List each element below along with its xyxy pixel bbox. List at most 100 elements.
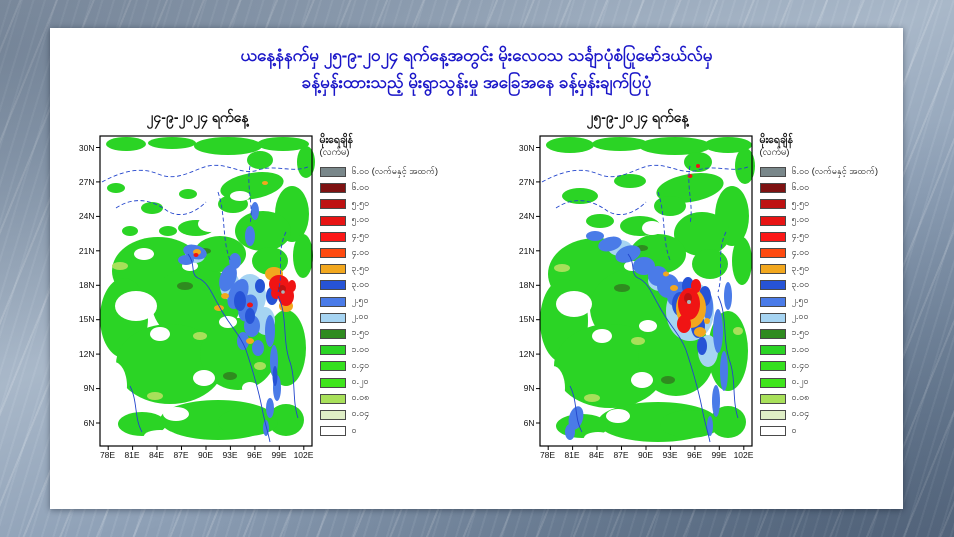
legend-color-swatch: [759, 361, 786, 372]
map-column: ၂၄-၉-၂၀၂၄ ရက်နေ့: [66, 108, 315, 460]
legend-unit: (လက်မ): [759, 147, 790, 158]
lat-tick-label: 6N: [83, 417, 95, 428]
legend-color-swatch: [759, 231, 786, 242]
legend-color-swatch: [319, 377, 346, 388]
legend-color-swatch: [319, 248, 346, 259]
page-title: ယနေ့နံနက်မှ ၂၅-၉-၂၀၂၄ ရက်နေ့အတွင်း မိုးလ…: [50, 42, 903, 96]
legend-item: ၀.၂၀: [319, 374, 448, 390]
lon-tick-label: 81E: [124, 450, 140, 460]
legend-item: ၂.၅၀: [319, 294, 448, 310]
lon-tick-label: 84E: [148, 450, 165, 460]
legend-item-label: ၂.၅၀: [791, 295, 809, 306]
lon-tick-label: 93E: [222, 450, 238, 460]
legend-title: မိုးရေချိန်: [319, 134, 353, 146]
legend-color-swatch: [759, 393, 786, 404]
legend-item-label: ၀: [351, 424, 357, 435]
map-column: ၂၅-၉-၂၀၂၄ ရက်နေ့: [506, 108, 755, 460]
legend-item-label: ၀.၀၄: [351, 408, 370, 419]
legend-item-label: ၁.၅၀: [351, 327, 370, 338]
lon-tick-label: 102E: [733, 450, 754, 460]
legend-item: ၄.၅၀: [319, 229, 448, 245]
map-block-25-9-2024: ၂၅-၉-၂၀၂၄ ရက်နေ့: [506, 108, 888, 460]
legend-item-label: ၀.၂၀: [791, 376, 809, 387]
legend-item-label: ၆.၀၀ (လက်မနှင့် အထက်): [791, 165, 878, 176]
legend-item-label: ၀.၀၈: [351, 392, 370, 403]
legend-item: ၂.၀၀: [319, 310, 448, 326]
legend-item: ၅.၅၀: [759, 196, 888, 212]
legend-color-swatch: [759, 264, 786, 275]
legend-item-label: ၆.၀၀: [791, 181, 810, 192]
legend-color-swatch: [759, 426, 786, 437]
legend-color-swatch: [319, 312, 346, 323]
legend-left: မိုးရေချိန် (လက်မ) ၆.၀၀ (လက်မနှင့် အထက်): [319, 108, 448, 439]
lat-axis-right: 30N 27N 24N 21N 18N 15N 12N 9N 6N: [509, 143, 535, 428]
legend-color-swatch: [319, 167, 346, 178]
lat-tick-label: 15N: [518, 314, 535, 325]
legend-color-swatch: [319, 264, 346, 275]
lat-tick-label: 21N: [518, 245, 535, 256]
legend-item-label: ၂.၅၀: [351, 295, 369, 306]
legend-item-label: ၀.၂၀: [351, 376, 369, 387]
legend-item: ၀: [319, 423, 448, 439]
legend-color-swatch: [759, 215, 786, 226]
rainfall-map-left: [95, 135, 315, 450]
lon-axis-left: 78E 81E 84E 87E 90E 93E 96E 99E 102E: [97, 450, 315, 460]
map-left: 30N 27N 24N 21N 18N 15N 12N 9N 6N 78E 81E 84E 87E 90…: [79, 135, 315, 460]
lon-tick-label: 102E: [293, 450, 314, 460]
legend-color-swatch: [319, 280, 346, 291]
legend-color-swatch: [759, 345, 786, 356]
map-title-right: ၂၅-၉-၂၀၂၄ ရက်နေ့: [586, 109, 689, 125]
lat-tick-label: 9N: [83, 383, 95, 394]
page-title-line2: ခန့်မှန်းထားသည့် မိုးရွာသွန်းမှု အခြေအနေ…: [301, 73, 652, 92]
legend-color-swatch: [319, 328, 346, 339]
legend-item: ၀: [759, 423, 888, 439]
legend-color-swatch: [319, 426, 346, 437]
legend-color-swatch: [759, 183, 786, 194]
legend-color-swatch: [759, 377, 786, 388]
legend-item: ၄.၅၀: [759, 229, 888, 245]
legend-unit: (လက်မ): [319, 147, 350, 158]
legend-item-label: ၃.၅၀: [351, 262, 370, 273]
legend-color-swatch: [759, 409, 786, 420]
lat-tick-label: 18N: [78, 280, 95, 290]
legend-item-label: ၀.၄၀: [791, 359, 810, 370]
map-title-left: ၂၄-၉-၂၀၂၄ ရက်နေ့: [146, 109, 249, 125]
lon-tick-label: 99E: [711, 450, 727, 460]
legend-item-label: ၃.၀၀: [791, 278, 810, 289]
legend-item: ၆.၀၀: [759, 180, 888, 196]
legend-item-label: ၅.၀၀: [351, 214, 370, 225]
lon-tick-label: 99E: [271, 450, 287, 460]
legend-color-swatch: [319, 345, 346, 356]
lat-tick-label: 18N: [518, 280, 535, 290]
legend-color-swatch: [759, 280, 786, 291]
legend-item-label: ၄.၀၀: [351, 246, 370, 257]
page-title-line1: ယနေ့နံနက်မှ ၂၅-၉-၂၀၂၄ ရက်နေ့အတွင်း မိုးလ…: [240, 46, 713, 65]
legend-item-label: ၀.၄၀: [351, 359, 370, 370]
legend-item-label: ၃.၅၀: [791, 262, 810, 273]
legend-item-label: ၀: [791, 424, 797, 435]
lat-tick-label: 9N: [523, 383, 535, 394]
lon-tick-label: 93E: [662, 450, 678, 460]
lat-tick-label: 24N: [518, 211, 535, 222]
legend-item: ၃.၀၀: [319, 277, 448, 293]
legend-color-swatch: [759, 296, 786, 307]
legend-item-label: ၅.၅၀: [351, 197, 370, 208]
lon-tick-label: 90E: [637, 450, 654, 460]
content-panel: ယနေ့နံနက်မှ ၂၅-၉-၂၀၂၄ ရက်နေ့အတွင်း မိုးလ…: [50, 28, 903, 509]
lat-tick-label: 6N: [523, 417, 535, 428]
legend-item-label: ၆.၀၀ (လက်မနှင့် အထက်): [351, 165, 438, 176]
lat-tick-label: 12N: [78, 348, 95, 359]
legend-item-label: ၀.၀၄: [791, 408, 810, 419]
legend-item: ၅.၀၀: [319, 213, 448, 229]
legend-item: ၆.၀၀: [319, 180, 448, 196]
legend-items: ၆.၀၀ (လက်မနှင့် အထက်) ၆.၀၀ ၅.၅၀: [759, 164, 888, 439]
legend-item: ၅.၅၀: [319, 196, 448, 212]
legend-color-swatch: [319, 199, 346, 210]
legend-color-swatch: [319, 409, 346, 420]
lon-tick-label: 96E: [686, 450, 703, 460]
lat-axis-left: 30N 27N 24N 21N 18N 15N 12N 9N 6N: [69, 143, 95, 428]
lon-tick-label: 87E: [613, 450, 629, 460]
legend-item-label: ၄.၀၀: [791, 246, 810, 257]
lon-tick-label: 87E: [173, 450, 189, 460]
